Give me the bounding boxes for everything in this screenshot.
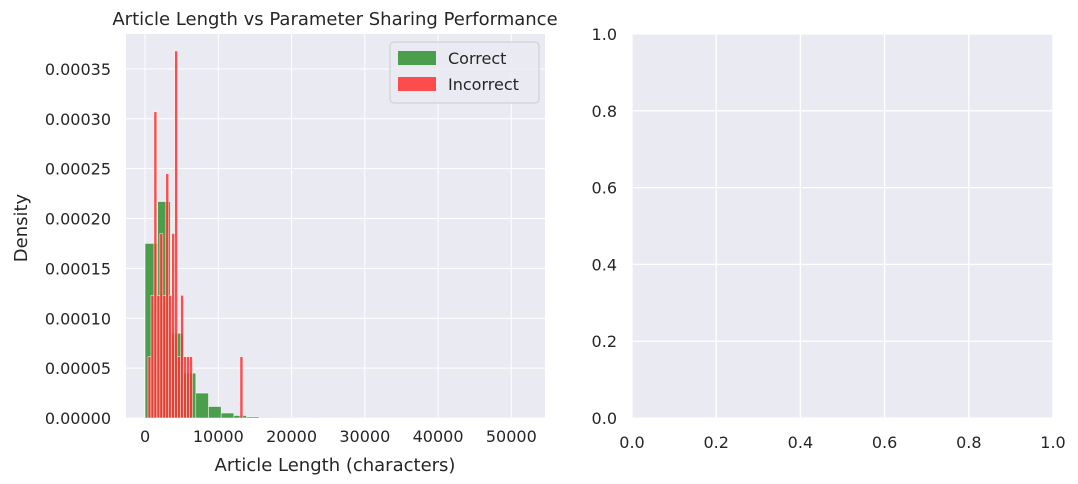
y-tick-label: 0.4 <box>592 255 617 274</box>
x-tick-label: 30000 <box>339 427 390 446</box>
right-plot-y-ticks: 0.0 0.2 0.4 0.6 0.8 1.0 <box>592 25 617 428</box>
incorrect-bar <box>183 356 187 419</box>
x-tick-label: 10000 <box>193 427 244 446</box>
incorrect-bar <box>150 295 155 419</box>
correct-bar <box>258 417 273 419</box>
y-tick-label: 0.00000 <box>45 409 111 428</box>
y-tick-label: 0.00020 <box>45 210 111 229</box>
left-plot-y-ticks: 0.00000 0.00005 0.00010 0.00015 0.00020 0.000… <box>45 60 111 428</box>
incorrect-bar <box>177 356 181 419</box>
legend-swatch-incorrect <box>398 77 436 91</box>
x-tick-label: 0 <box>140 427 150 446</box>
right-plot-background <box>632 34 1053 418</box>
incorrect-bar <box>189 356 193 419</box>
legend-swatch-correct <box>398 51 436 65</box>
incorrect-bar <box>153 111 158 419</box>
correct-bar <box>208 406 222 419</box>
incorrect-bar <box>165 173 170 419</box>
x-tick-label: 0.6 <box>872 433 897 452</box>
y-tick-label: 0.00035 <box>45 60 111 79</box>
correct-bar <box>246 416 260 419</box>
x-tick-label: 20000 <box>266 427 317 446</box>
x-tick-label: 0.8 <box>956 433 981 452</box>
y-tick-label: 0.0 <box>592 409 617 428</box>
incorrect-bar <box>168 295 173 419</box>
right-plot-x-ticks: 0.0 0.2 0.4 0.6 0.8 1.0 <box>619 433 1065 452</box>
left-plot-grid <box>126 34 545 419</box>
chart-title: Article Length vs Parameter Sharing Perf… <box>112 9 557 30</box>
incorrect-bar <box>147 356 152 419</box>
legend-label-incorrect: Incorrect <box>448 75 519 94</box>
y-tick-label: 0.00030 <box>45 110 111 129</box>
y-tick-label: 1.0 <box>592 25 617 44</box>
y-tick-label: 0.00005 <box>45 359 111 378</box>
y-tick-label: 0.00025 <box>45 160 111 179</box>
right-plot-grid <box>631 33 1054 419</box>
right-plot: 0.0 0.2 0.4 0.6 0.8 1.0 0.0 0.2 0.4 0.6 0.8 1.0 <box>592 25 1066 452</box>
left-plot-x-ticks: 0 10000 20000 30000 40000 50000 <box>140 427 537 446</box>
x-tick-label: 40000 <box>413 427 464 446</box>
x-tick-label: 50000 <box>486 427 537 446</box>
y-axis-label: Density <box>11 193 32 262</box>
x-tick-label: 0.0 <box>619 433 644 452</box>
y-tick-label: 0.8 <box>592 102 617 121</box>
left-plot: 0 10000 20000 30000 40000 50000 0.000000.0000… <box>11 9 558 476</box>
incorrect-bar <box>180 295 184 419</box>
incorrect-bar <box>162 295 167 419</box>
y-tick-label: 0.00010 <box>45 309 111 328</box>
y-tick-label: 0.00015 <box>45 259 111 278</box>
incorrect-bar <box>174 50 178 419</box>
incorrect-bar <box>186 356 190 419</box>
y-tick-label: 0.6 <box>592 179 617 198</box>
legend: Correct Incorrect <box>389 41 540 104</box>
legend-label-correct: Correct <box>448 49 506 68</box>
x-tick-label: 1.0 <box>1040 433 1065 452</box>
x-tick-label: 0.4 <box>788 433 813 452</box>
incorrect-bar <box>156 295 161 419</box>
incorrect-bar <box>159 233 164 419</box>
left-plot-bars <box>144 50 514 419</box>
incorrect-bar <box>171 233 175 419</box>
correct-bar <box>220 412 235 419</box>
incorrect-bar <box>239 356 244 419</box>
x-axis-label: Article Length (characters) <box>215 455 456 476</box>
y-tick-label: 0.2 <box>592 332 617 351</box>
x-tick-label: 0.2 <box>703 433 728 452</box>
correct-bar <box>195 392 209 419</box>
